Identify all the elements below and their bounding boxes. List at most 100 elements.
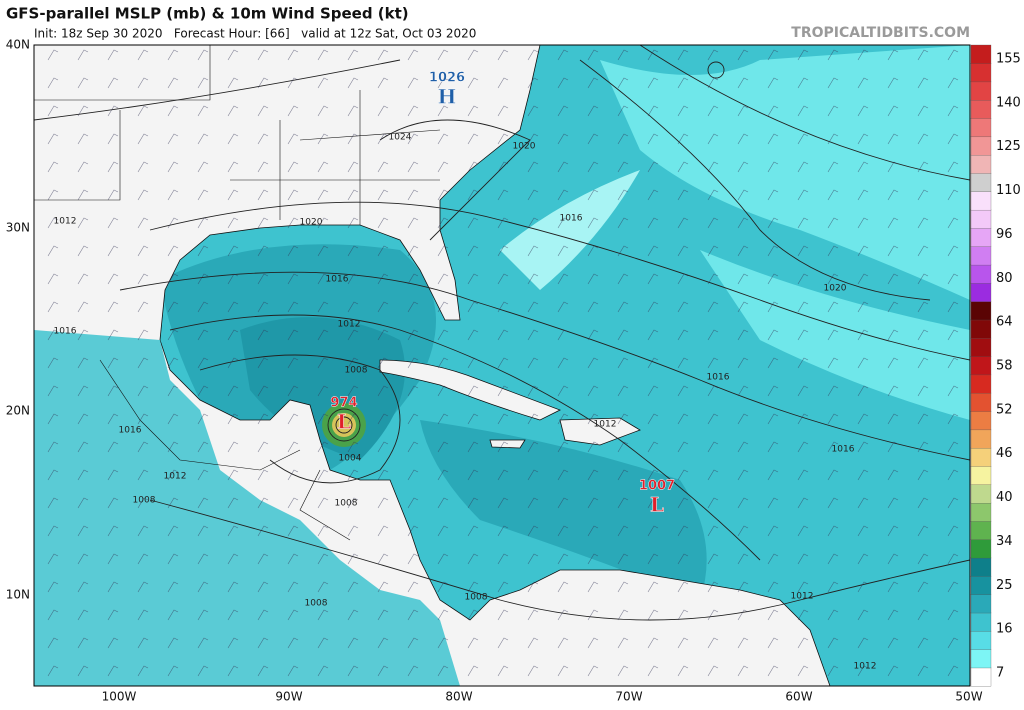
wind-barb bbox=[137, 609, 149, 621]
wind-barb bbox=[587, 497, 599, 509]
wind-barb bbox=[527, 161, 539, 173]
wind-barb bbox=[527, 441, 539, 453]
wind-patch bbox=[700, 250, 970, 420]
wind-barb bbox=[197, 441, 209, 453]
wind-barb bbox=[767, 77, 779, 89]
wind-barb bbox=[527, 665, 539, 677]
wind-barb bbox=[317, 469, 329, 481]
wind-barb bbox=[527, 637, 539, 649]
wind-barb bbox=[167, 497, 179, 509]
wind-barb bbox=[377, 609, 389, 621]
wind-barb bbox=[797, 665, 809, 677]
wind-barb bbox=[257, 329, 269, 341]
wind-barb bbox=[437, 525, 449, 537]
wind-barb bbox=[707, 357, 719, 369]
isobar-label: 1020 bbox=[824, 284, 847, 294]
wind-barb bbox=[287, 329, 299, 341]
wind-barb bbox=[737, 329, 749, 341]
isobar-label: 1012 bbox=[164, 472, 187, 482]
wind-barb bbox=[407, 441, 419, 453]
wind-barb bbox=[947, 637, 959, 649]
wind-barb bbox=[947, 161, 959, 173]
wind-barb bbox=[617, 301, 629, 313]
map-frame bbox=[33, 44, 971, 687]
wind-barb bbox=[107, 49, 119, 61]
longitude-label: 80W bbox=[445, 690, 472, 704]
colorbar-label: 110 bbox=[996, 183, 1021, 198]
wind-barb bbox=[257, 553, 269, 565]
wind-barb bbox=[917, 581, 929, 593]
wind-barb bbox=[917, 133, 929, 145]
wind-barb bbox=[887, 385, 899, 397]
isobar-label: 1012 bbox=[338, 320, 361, 330]
wind-barb bbox=[767, 497, 779, 509]
isobar bbox=[199, 354, 401, 484]
colorbar-label: 25 bbox=[996, 578, 1013, 593]
wind-barb bbox=[437, 637, 449, 649]
wind-barb bbox=[227, 301, 239, 313]
wind-barb bbox=[767, 161, 779, 173]
wind-barb bbox=[617, 273, 629, 285]
wind-barb bbox=[557, 385, 569, 397]
wind-barb bbox=[827, 385, 839, 397]
wind-barb bbox=[827, 189, 839, 201]
wind-barb bbox=[47, 105, 59, 117]
wind-barb bbox=[77, 553, 89, 565]
colorbar-swatch bbox=[970, 649, 992, 669]
wind-barb bbox=[557, 553, 569, 565]
wind-barb bbox=[737, 609, 749, 621]
wind-barbs bbox=[47, 49, 959, 677]
wind-barb bbox=[137, 413, 149, 425]
wind-barb bbox=[497, 553, 509, 565]
wind-barb bbox=[347, 273, 359, 285]
wind-barb bbox=[317, 273, 329, 285]
wind-barb bbox=[47, 217, 59, 229]
wind-barb bbox=[77, 609, 89, 621]
wind-barb bbox=[197, 105, 209, 117]
wind-barb bbox=[617, 665, 629, 677]
wind-barb bbox=[167, 553, 179, 565]
colorbar-swatch bbox=[970, 612, 992, 632]
wind-barb bbox=[587, 273, 599, 285]
wind-barb bbox=[347, 357, 359, 369]
wind-barb bbox=[137, 525, 149, 537]
wind-barb bbox=[737, 497, 749, 509]
wind-barb bbox=[647, 49, 659, 61]
wind-barb bbox=[497, 469, 509, 481]
wind-barb bbox=[887, 525, 899, 537]
wind-barb bbox=[197, 133, 209, 145]
wind-barb bbox=[797, 357, 809, 369]
wind-barb bbox=[527, 245, 539, 257]
wind-barb bbox=[797, 77, 809, 89]
wind-barb bbox=[197, 497, 209, 509]
wind-barb bbox=[287, 413, 299, 425]
wind-barb bbox=[227, 665, 239, 677]
wind-barb bbox=[497, 637, 509, 649]
colorbar-swatch bbox=[970, 44, 992, 64]
wind-barb bbox=[917, 441, 929, 453]
colorbar-swatch bbox=[970, 356, 992, 376]
wind-barb bbox=[587, 385, 599, 397]
wind-barb bbox=[377, 581, 389, 593]
wind-barb bbox=[467, 105, 479, 117]
wind-barb bbox=[557, 217, 569, 229]
wind-barb bbox=[797, 301, 809, 313]
wind-barb bbox=[797, 189, 809, 201]
wind-barb bbox=[167, 161, 179, 173]
wind-barb bbox=[47, 581, 59, 593]
wind-barb bbox=[917, 245, 929, 257]
wind-barb bbox=[197, 665, 209, 677]
wind-barb bbox=[707, 189, 719, 201]
wind-barb bbox=[617, 469, 629, 481]
wind-barb bbox=[497, 77, 509, 89]
wind-barb bbox=[347, 413, 359, 425]
wind-barb bbox=[377, 469, 389, 481]
wind-barb bbox=[767, 665, 779, 677]
wind-barb bbox=[587, 189, 599, 201]
wind-barb bbox=[707, 301, 719, 313]
longitude-label: 90W bbox=[275, 690, 302, 704]
wind-barb bbox=[317, 609, 329, 621]
wind-barb bbox=[647, 385, 659, 397]
wind-barb bbox=[467, 497, 479, 509]
wind-barb bbox=[407, 665, 419, 677]
